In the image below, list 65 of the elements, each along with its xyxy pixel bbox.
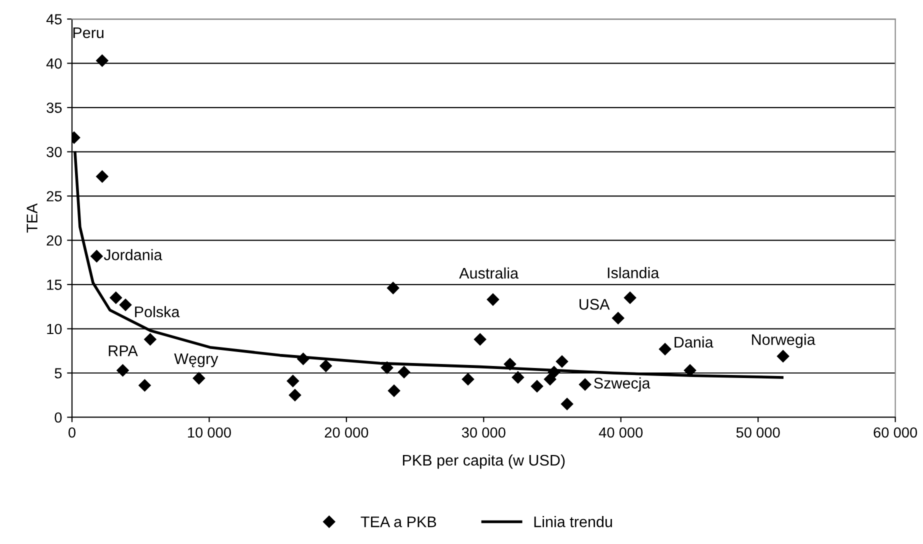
point: [556, 355, 568, 368]
annotation: Polska: [135, 306, 180, 318]
y-tick-label: 35: [46, 102, 62, 113]
point: [96, 54, 108, 67]
annotation: RPA: [108, 346, 138, 356]
point: [297, 352, 310, 365]
y-tick-label: 0: [54, 412, 62, 423]
point: [474, 333, 486, 346]
point: [462, 373, 474, 386]
x-tick-label: 50 000: [736, 427, 780, 438]
point: [286, 374, 300, 388]
y-tick-label: 25: [46, 191, 62, 202]
y-tick-label: 40: [46, 58, 62, 69]
x-tick-label: 60 000: [874, 427, 918, 438]
x-axis-title: PKB per capita (w USD): [402, 454, 565, 469]
legend-label: TEA a PKB: [360, 516, 436, 528]
point: [90, 250, 103, 262]
point: [776, 350, 790, 362]
legend-label: Linia trendu: [534, 516, 612, 528]
annotation: Peru: [73, 28, 104, 38]
point: [380, 362, 394, 374]
y-axis-title: TEA: [26, 203, 38, 233]
x-tick-label: 10 000: [188, 427, 231, 438]
point: [288, 389, 302, 402]
y-tick-label: 15: [47, 280, 62, 290]
point: [386, 282, 400, 294]
y-tick-label: 45: [46, 14, 62, 24]
point: [486, 293, 500, 306]
point: [504, 358, 516, 370]
point: [578, 378, 592, 391]
point: [144, 333, 156, 346]
point: [612, 312, 624, 324]
y-tick-label: 10: [47, 324, 62, 334]
point: [138, 379, 151, 392]
point: [684, 364, 696, 376]
point: [388, 384, 400, 397]
point: [116, 364, 129, 376]
annotation: Norwegia: [752, 334, 816, 348]
point: [544, 373, 556, 386]
annotation: USA: [580, 298, 610, 310]
annotation: Jordania: [104, 249, 162, 260]
annotation: Szwecja: [594, 377, 650, 392]
point: [110, 292, 122, 304]
point: [320, 360, 332, 372]
y-tick-label: 20: [46, 235, 62, 246]
point: [624, 292, 636, 304]
point: [96, 170, 108, 183]
x-tick-label: 30 000: [462, 427, 506, 438]
annotation: Australia: [459, 267, 519, 279]
point: [119, 298, 132, 311]
point: [398, 366, 410, 378]
y-tick-label: 30: [46, 146, 62, 158]
annotation: Islandia: [608, 267, 660, 278]
y-tick-label: 5: [54, 368, 62, 378]
x-tick-label: 0: [68, 427, 76, 438]
point: [548, 366, 560, 378]
x-tick-label: 40 000: [598, 427, 643, 438]
annotation: Dania: [674, 336, 714, 348]
x-tick-label: 20 000: [324, 427, 368, 438]
annotation: Węgry: [174, 354, 218, 368]
point: [658, 343, 672, 356]
point: [530, 380, 544, 392]
point: [560, 398, 574, 410]
point: [192, 372, 206, 384]
point: [512, 371, 524, 384]
